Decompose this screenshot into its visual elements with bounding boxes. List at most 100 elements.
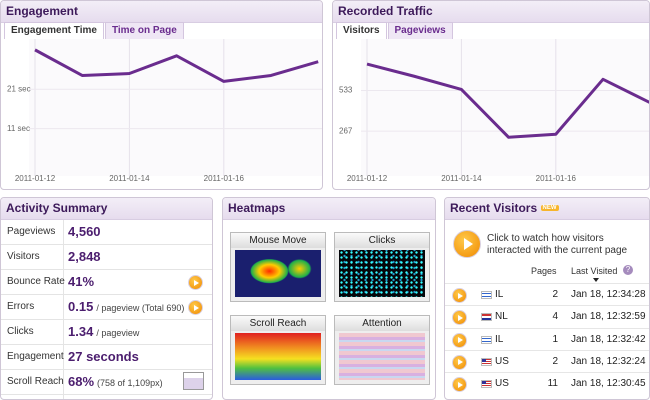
panel-title: Heatmaps	[223, 198, 435, 220]
row-value: 4,560	[68, 224, 101, 239]
play-button[interactable]	[452, 377, 467, 393]
tab[interactable]: Time on Page	[104, 22, 184, 39]
tab[interactable]: Engagement Time	[4, 22, 104, 39]
play-button[interactable]	[188, 300, 203, 315]
heatmap-label: Scroll Reach	[231, 316, 325, 331]
flag	[481, 291, 492, 299]
pages: 11	[547, 378, 558, 390]
flag	[481, 335, 492, 344]
play-button[interactable]	[452, 354, 467, 370]
heatmap-label: Attention	[335, 316, 429, 331]
separator	[63, 220, 64, 399]
y-tick-label: 267	[339, 126, 353, 135]
country: NL	[495, 311, 508, 323]
tabs: Visitors Pageviews	[336, 22, 454, 39]
flag	[481, 380, 492, 389]
row-value: 68%	[68, 374, 95, 389]
traffic-panel: Recorded Traffic Visitors Pageviews 2011…	[332, 0, 650, 190]
tabs: Engagement Time Time on Page	[4, 22, 185, 39]
last-visited: Jan 18, 12:32:42	[571, 333, 646, 345]
country: US	[495, 355, 509, 367]
data-line	[366, 62, 649, 139]
visitor-row[interactable]: IL 2 Jan 18, 12:34:28	[445, 283, 649, 306]
new-badge: NEW	[540, 205, 559, 211]
visitor-row[interactable]: NL 4 Jan 18, 12:32:59	[445, 305, 649, 328]
line-chart: 2011-01-12 2011-01-14 2011-01-16 267 533	[339, 39, 649, 183]
play-button[interactable]	[453, 230, 481, 258]
heatmap-image	[339, 333, 425, 380]
row-value-box: 1.34/ pageview	[68, 320, 139, 345]
last-visited: Jan 18, 12:30:45	[571, 378, 646, 390]
line-chart: 2011-01-12 2011-01-14 2011-01-16 11 sec 21 s…	[7, 39, 322, 183]
x-tick-label: 2011-01-14	[441, 174, 482, 183]
row-value: 41%	[68, 274, 95, 289]
play-button[interactable]	[452, 288, 467, 303]
visitor-row[interactable]: US 11 Jan 18, 12:30:45	[445, 372, 649, 395]
row-label: Clicks	[7, 326, 34, 337]
heatmap-thumbnail[interactable]: Scroll Reach	[230, 315, 326, 385]
row-value: 0.15	[68, 299, 94, 314]
country: IL	[495, 333, 504, 345]
row-value: 2,848	[68, 249, 101, 264]
y-tick-label: 11 sec	[7, 124, 30, 133]
heatmaps-panel: Heatmaps Mouse Move Clicks Scroll Reach Att…	[222, 197, 436, 400]
x-tick-label: 2011-01-16	[204, 174, 245, 183]
y-tick-label: 533	[339, 86, 353, 95]
heatmap-image	[235, 250, 321, 297]
last-visited: Jan 18, 12:34:28	[571, 289, 646, 300]
heatmap-image	[339, 250, 425, 297]
row-value-box: 27 seconds	[68, 345, 139, 369]
plot-area	[361, 39, 649, 176]
panel-title: Recent Visitors NEW	[445, 198, 649, 220]
x-tick-label: 2011-01-12	[347, 174, 388, 183]
row-label: Bounce Rate	[7, 276, 65, 287]
play-button[interactable]	[452, 310, 467, 326]
heatmap-thumbnail[interactable]: Mouse Move	[230, 232, 326, 302]
row-detail: (758 of 1,109px)	[97, 378, 163, 388]
pages: 2	[552, 355, 558, 367]
panel-title-text: Recent Visitors	[450, 201, 538, 215]
plot-area	[29, 39, 322, 176]
data-line	[34, 48, 319, 83]
column-header[interactable]: Last Visited	[571, 266, 618, 276]
row-value: 1.34	[68, 324, 94, 339]
panel-title: Recorded Traffic	[333, 1, 649, 23]
play-button[interactable]	[452, 332, 467, 348]
visitor-row[interactable]: US 2 Jan 18, 12:32:24	[445, 349, 649, 373]
summary-row: Clicks 1.34/ pageview	[1, 320, 212, 345]
engagement-panel: Engagement Engagement Time Time on Page …	[0, 0, 323, 190]
play-button[interactable]	[188, 275, 203, 290]
heatmap-image	[235, 333, 321, 380]
row-value-box: 68% (758 of 1,109px)	[68, 370, 163, 395]
tab[interactable]: Visitors	[336, 22, 387, 39]
visitor-row[interactable]: IL 1 Jan 18, 12:32:42	[445, 327, 649, 351]
tab[interactable]: Pageviews	[387, 22, 453, 39]
help-icon[interactable]: ?	[623, 265, 633, 275]
flag	[481, 357, 492, 366]
panel-title: Engagement	[1, 1, 322, 23]
y-tick-label: 21 sec	[7, 84, 31, 93]
row-label: Visitors	[7, 251, 40, 262]
row-value-box: 41%	[68, 270, 94, 294]
panel-title: Activity Summary	[1, 198, 212, 220]
row-label: Engagement	[7, 351, 64, 362]
heatmap-label: Clicks	[335, 233, 429, 248]
row-label: Pageviews	[7, 226, 56, 237]
summary-row: Errors 0.15/ pageview (Total 690)	[1, 295, 212, 320]
heatmap-thumbnail[interactable]: Clicks	[334, 232, 430, 302]
pages: 2	[552, 289, 558, 300]
summary-row: Pageviews 4,560	[1, 220, 212, 245]
sort-arrow	[593, 278, 599, 282]
summary-row: Engagement 27 seconds	[1, 345, 212, 370]
summary-row: Scroll Reach 68% (758 of 1,109px)	[1, 370, 212, 395]
row-value-box: 4,560	[68, 220, 101, 244]
column-header: Pages	[531, 266, 557, 276]
row-label: Scroll Reach	[7, 376, 64, 387]
row-value-box: 0.15/ pageview (Total 690)	[68, 295, 184, 320]
last-visited: Jan 18, 12:32:59	[571, 311, 646, 323]
row-value-box: 2,848	[68, 245, 101, 269]
activity-panel: Activity Summary Pageviews 4,560 Visitors 2…	[0, 197, 213, 400]
heatmap-thumbnail[interactable]: Attention	[334, 315, 430, 385]
last-visited: Jan 18, 12:32:24	[571, 355, 646, 367]
